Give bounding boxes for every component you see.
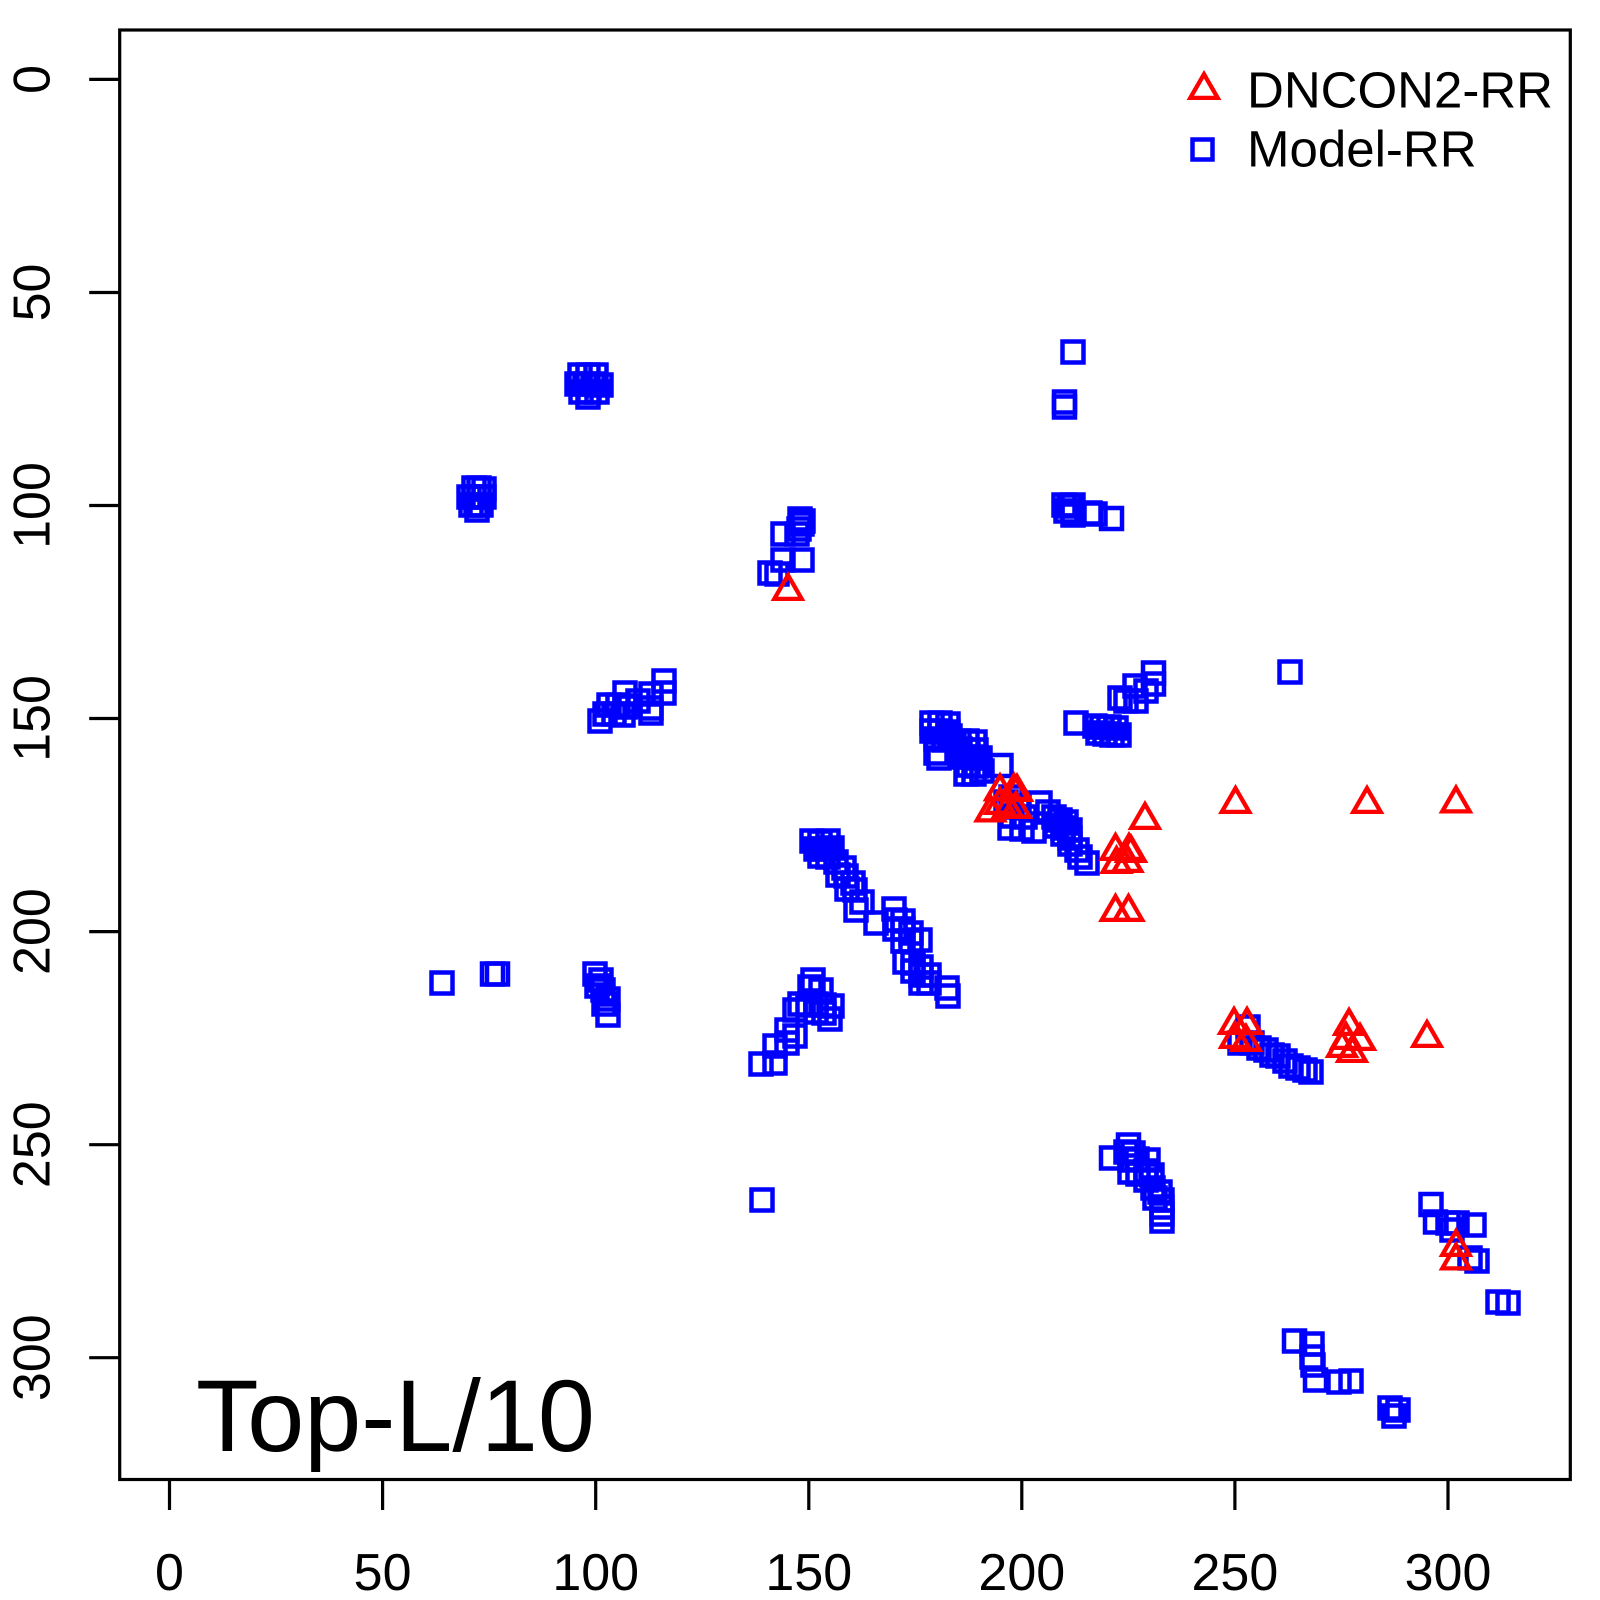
svg-text:0: 0 — [155, 1544, 184, 1600]
svg-text:100: 100 — [552, 1544, 639, 1600]
svg-text:150: 150 — [765, 1544, 852, 1600]
svg-text:100: 100 — [3, 462, 61, 549]
svg-text:Top-L/10: Top-L/10 — [196, 1358, 595, 1473]
svg-text:200: 200 — [3, 888, 61, 975]
svg-text:50: 50 — [3, 264, 61, 322]
svg-text:DNCON2-RR: DNCON2-RR — [1247, 62, 1553, 119]
svg-text:200: 200 — [978, 1544, 1065, 1600]
svg-text:0: 0 — [3, 65, 61, 94]
svg-text:250: 250 — [3, 1101, 61, 1188]
svg-text:Model-RR: Model-RR — [1247, 121, 1477, 178]
svg-text:250: 250 — [1192, 1544, 1279, 1600]
svg-text:300: 300 — [3, 1314, 61, 1401]
svg-text:300: 300 — [1405, 1544, 1492, 1600]
svg-text:150: 150 — [3, 675, 61, 762]
svg-text:50: 50 — [354, 1544, 412, 1600]
